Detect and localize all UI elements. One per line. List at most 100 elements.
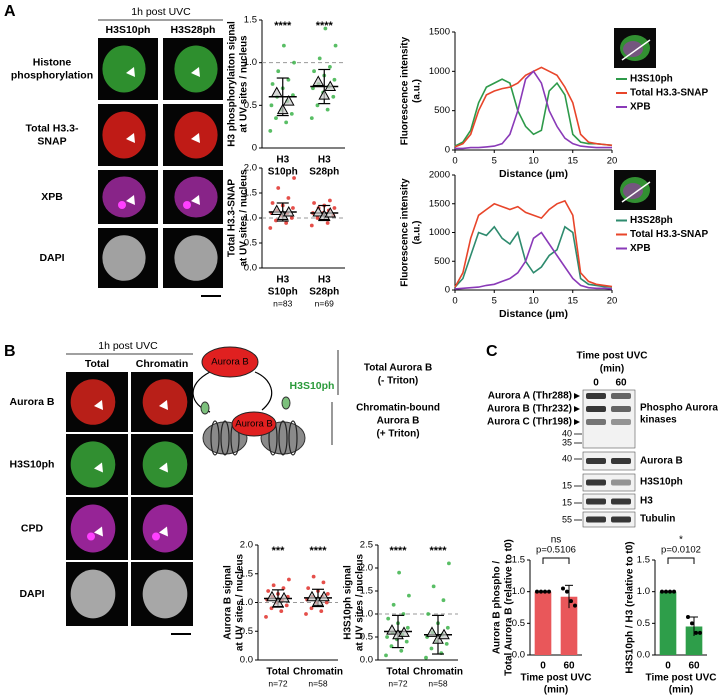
data-point xyxy=(284,120,289,125)
data-point xyxy=(686,615,690,619)
band xyxy=(586,458,606,464)
label: H3S10ph xyxy=(640,477,683,488)
significance: **** xyxy=(274,20,292,32)
x-axis-label: (min) xyxy=(669,685,693,696)
arrowhead xyxy=(126,67,135,77)
blot-strip xyxy=(582,511,636,528)
n-label: n=72 xyxy=(388,678,407,688)
protein xyxy=(231,411,277,437)
significance: ns xyxy=(551,535,562,546)
line-series xyxy=(454,225,613,288)
data-point xyxy=(291,93,295,97)
data-point xyxy=(306,586,311,591)
y-axis-label: at UV sites / nucleus xyxy=(235,553,246,651)
label: Aurora B xyxy=(640,456,683,467)
label: Time post UVC xyxy=(577,351,648,362)
x-axis-label: Distance (µm) xyxy=(499,308,568,320)
band xyxy=(611,479,631,486)
data-point xyxy=(266,589,271,593)
panel-label: B xyxy=(4,343,16,360)
label: (- Triton) xyxy=(378,376,419,387)
data-point xyxy=(424,655,428,660)
y-tick-label: 0.5 xyxy=(244,100,257,111)
p-value: p=0.5106 xyxy=(536,545,576,556)
bar xyxy=(560,596,578,655)
y-tick-label: 0.5 xyxy=(240,626,253,637)
y-tick-label: 0.0 xyxy=(360,655,373,666)
data-point xyxy=(543,589,547,594)
label: 1h post UVC xyxy=(98,340,158,352)
data-point xyxy=(694,630,698,635)
x-tick-label: Chromatin xyxy=(293,667,343,678)
row-label: Aurora B xyxy=(10,396,55,408)
data-point xyxy=(399,648,404,653)
arrowhead xyxy=(191,195,200,205)
nucleus xyxy=(174,235,218,281)
data-point xyxy=(547,589,551,594)
significance: *** xyxy=(272,545,286,557)
legend-label: H3S10ph xyxy=(630,74,673,85)
x-tick-label: H3 xyxy=(276,155,289,166)
data-point xyxy=(573,603,577,608)
y-axis-label: H3S10ph signal xyxy=(343,565,354,640)
data-point xyxy=(404,639,409,644)
data-point xyxy=(405,625,410,630)
row-label: phosphorylation xyxy=(11,69,93,81)
nucleus xyxy=(102,176,146,218)
legend-label: XPB xyxy=(630,102,651,113)
label: Aurora A (Thr288) xyxy=(488,391,572,402)
spot xyxy=(183,201,191,209)
y-axis-label: (a.u.) xyxy=(412,221,423,245)
label: Aurora B xyxy=(211,357,249,368)
data-point xyxy=(279,609,284,614)
bar xyxy=(685,626,703,655)
label: 1h post UVC xyxy=(131,6,191,18)
nucleus xyxy=(70,441,116,488)
n-label: n=83 xyxy=(273,298,292,308)
data-point xyxy=(407,593,411,598)
arrowhead xyxy=(191,67,200,77)
y-tick-label: 1.5 xyxy=(360,586,373,597)
thumbnail-overlay xyxy=(623,183,643,199)
data-point xyxy=(311,574,316,579)
data-point xyxy=(445,625,450,630)
data-point xyxy=(289,216,294,220)
replicate-mean xyxy=(426,626,438,637)
row-label: DAPI xyxy=(19,588,44,600)
replicate-mean xyxy=(324,80,337,92)
nucleus xyxy=(174,176,218,218)
dna-wrap xyxy=(210,420,220,456)
x-tick-label: S28ph xyxy=(309,287,339,298)
data-point xyxy=(698,630,702,635)
y-tick-label: 0.0 xyxy=(240,655,253,666)
data-point xyxy=(384,653,388,658)
p-value: p=0.0102 xyxy=(661,545,701,556)
data-point xyxy=(304,612,308,616)
data-point xyxy=(286,196,291,200)
data-point xyxy=(386,616,391,621)
y-axis-label: Aurora B phospho / xyxy=(492,561,503,655)
x-tick-label: S10ph xyxy=(268,287,298,298)
x-axis-label: Time post UVC xyxy=(521,673,592,684)
y-tick-label: 1500 xyxy=(429,198,450,209)
y-tick-label: 0 xyxy=(252,143,257,154)
panel-label: C xyxy=(486,343,498,360)
data-point xyxy=(429,646,434,651)
row-label: XPB xyxy=(41,191,63,203)
data-point xyxy=(312,201,316,205)
data-point xyxy=(325,591,330,596)
data-point xyxy=(317,56,322,61)
label: (min) xyxy=(600,364,624,375)
label: 60 xyxy=(615,378,627,389)
data-point xyxy=(291,206,295,210)
spot xyxy=(118,201,126,209)
band xyxy=(586,479,606,486)
y-tick-label: 1.0 xyxy=(240,597,253,608)
y-tick-label: 0.5 xyxy=(637,618,650,629)
nucleus xyxy=(142,569,188,619)
nucleus xyxy=(70,379,116,425)
data-point xyxy=(535,589,539,594)
y-tick-label: 0.0 xyxy=(244,263,257,274)
y-axis-label: H3S10ph / H3 (relative to t0) xyxy=(625,541,636,673)
bracket xyxy=(667,557,695,564)
